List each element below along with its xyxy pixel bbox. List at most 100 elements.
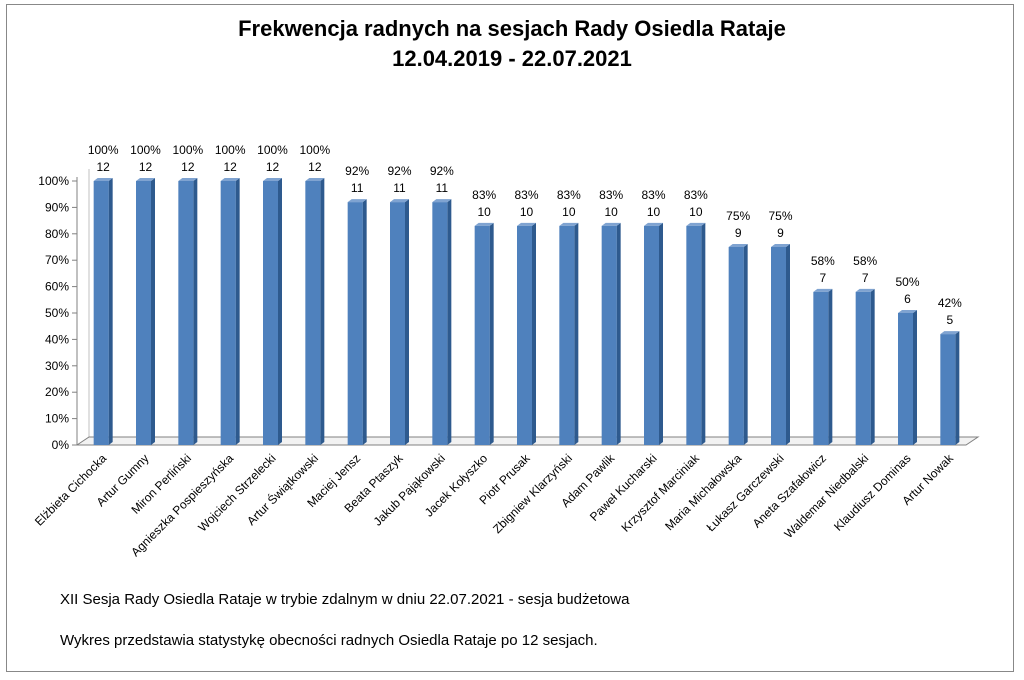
data-label-percent: 75%	[726, 209, 750, 223]
y-tick-label: 0%	[52, 438, 70, 452]
data-label-percent: 58%	[853, 254, 877, 268]
data-label-percent: 42%	[938, 296, 962, 310]
data-label-percent: 83%	[472, 188, 496, 202]
data-label-count: 10	[647, 205, 661, 219]
bar-side	[193, 178, 198, 445]
bar-top	[517, 222, 536, 226]
chart-title-block: Frekwencja radnych na sesjach Rady Osied…	[0, 14, 1024, 74]
data-label-percent: 92%	[387, 164, 411, 178]
data-label-count: 12	[266, 160, 280, 174]
data-label-percent: 92%	[345, 164, 369, 178]
y-tick-label: 80%	[45, 227, 69, 241]
x-tick-label: Elżbieta Cichocka	[32, 451, 110, 529]
y-tick-label: 30%	[45, 359, 69, 373]
bar-side	[532, 222, 536, 445]
bar-side	[828, 288, 833, 445]
bar-side	[870, 288, 875, 445]
data-label-percent: 83%	[684, 188, 708, 202]
bar-top	[305, 178, 325, 181]
bar	[263, 181, 278, 445]
bar-top	[940, 331, 960, 335]
data-label-percent: 100%	[257, 143, 288, 157]
bar-side	[616, 222, 621, 445]
bar	[220, 181, 236, 445]
bar	[305, 181, 321, 445]
bar-side	[320, 178, 325, 445]
bar-top	[855, 288, 875, 292]
data-label-percent: 83%	[599, 188, 623, 202]
data-label-count: 11	[393, 181, 406, 195]
data-label-percent: 100%	[88, 143, 119, 157]
bar-top	[93, 178, 113, 181]
bar-top	[728, 244, 748, 247]
x-tick-label: Artur Świątkowski	[243, 451, 321, 529]
data-label-percent: 100%	[215, 143, 246, 157]
x-tick-label: Klaudiusz Dominas	[831, 451, 914, 534]
data-label-count: 7	[862, 271, 869, 285]
bar-top	[474, 222, 494, 226]
x-tick-label: Wojciech Strzelecki	[195, 451, 278, 534]
bar-side	[743, 244, 748, 445]
x-tick-label: Łukasz Garczewski	[704, 451, 787, 534]
bar-top	[771, 244, 790, 247]
data-label-count: 12	[308, 160, 322, 174]
data-label-percent: 58%	[811, 254, 835, 268]
bar	[559, 225, 575, 445]
bar-top	[263, 178, 282, 181]
data-label-count: 11	[351, 181, 364, 195]
y-tick-label: 100%	[38, 174, 69, 188]
data-label-count: 12	[139, 160, 153, 174]
bar	[855, 291, 871, 445]
footnote-description: Wykres przedstawia statystykę obecności …	[60, 632, 598, 649]
bar-side	[447, 199, 452, 445]
bar	[93, 181, 109, 445]
chart-frame	[6, 4, 1014, 672]
bar-side	[278, 178, 282, 445]
bar-side	[405, 199, 409, 445]
bar-side	[955, 331, 960, 445]
x-tick-label: Krzysztof Marciniak	[618, 451, 702, 535]
y-tick-label: 20%	[45, 385, 69, 399]
bar-top	[432, 199, 452, 203]
footnote-session: XII Sesja Rady Osiedla Rataje w trybie z…	[60, 591, 630, 608]
data-label-count: 10	[689, 205, 703, 219]
bar-top	[644, 222, 663, 226]
data-label-count: 5	[946, 313, 953, 327]
x-tick-label: Maria Michałowska	[662, 451, 744, 533]
bar	[178, 181, 194, 445]
data-label-percent: 83%	[641, 188, 665, 202]
data-label-count: 10	[520, 205, 534, 219]
chart-subtitle: 12.04.2019 - 22.07.2021	[392, 46, 632, 71]
bar	[136, 181, 151, 445]
bar-top	[898, 310, 917, 313]
bar-top	[178, 178, 198, 181]
bar	[474, 225, 490, 445]
bar-side	[108, 178, 113, 445]
bar	[898, 313, 913, 445]
bar-top	[813, 288, 833, 292]
bar-side	[235, 178, 240, 445]
data-label-percent: 92%	[430, 164, 454, 178]
data-label-count: 10	[604, 205, 618, 219]
bar	[940, 334, 956, 445]
data-label-count: 7	[819, 271, 826, 285]
x-tick-label: Jakub Pająkowski	[371, 451, 448, 528]
bar	[686, 225, 702, 445]
bar	[390, 202, 405, 445]
data-label-percent: 75%	[768, 209, 792, 223]
data-label-count: 9	[735, 226, 742, 240]
y-tick-label: 40%	[45, 332, 69, 346]
bar	[728, 247, 744, 445]
data-label-count: 10	[562, 205, 576, 219]
bar	[517, 225, 532, 445]
data-label-count: 11	[436, 181, 449, 195]
y-tick-label: 90%	[45, 200, 69, 214]
data-label-percent: 100%	[130, 143, 161, 157]
y-tick-label: 10%	[45, 412, 69, 426]
data-label-count: 6	[904, 292, 911, 306]
data-label-count: 12	[181, 160, 195, 174]
bar-side	[913, 310, 917, 445]
data-label-percent: 50%	[895, 275, 919, 289]
bar-top	[686, 222, 706, 226]
